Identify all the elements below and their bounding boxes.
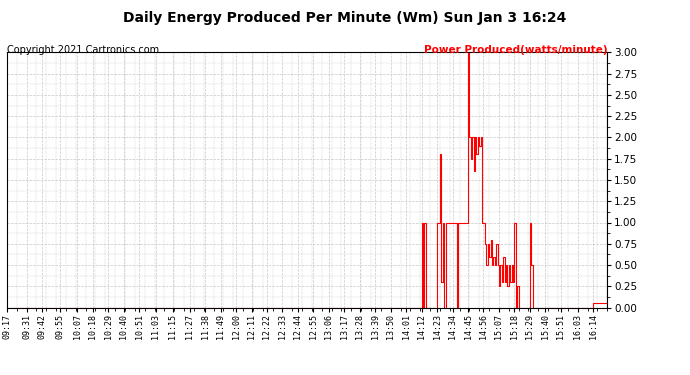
- Text: Power Produced(watts/minute): Power Produced(watts/minute): [424, 45, 607, 55]
- Text: Copyright 2021 Cartronics.com: Copyright 2021 Cartronics.com: [7, 45, 159, 55]
- Text: Daily Energy Produced Per Minute (Wm) Sun Jan 3 16:24: Daily Energy Produced Per Minute (Wm) Su…: [124, 11, 566, 25]
